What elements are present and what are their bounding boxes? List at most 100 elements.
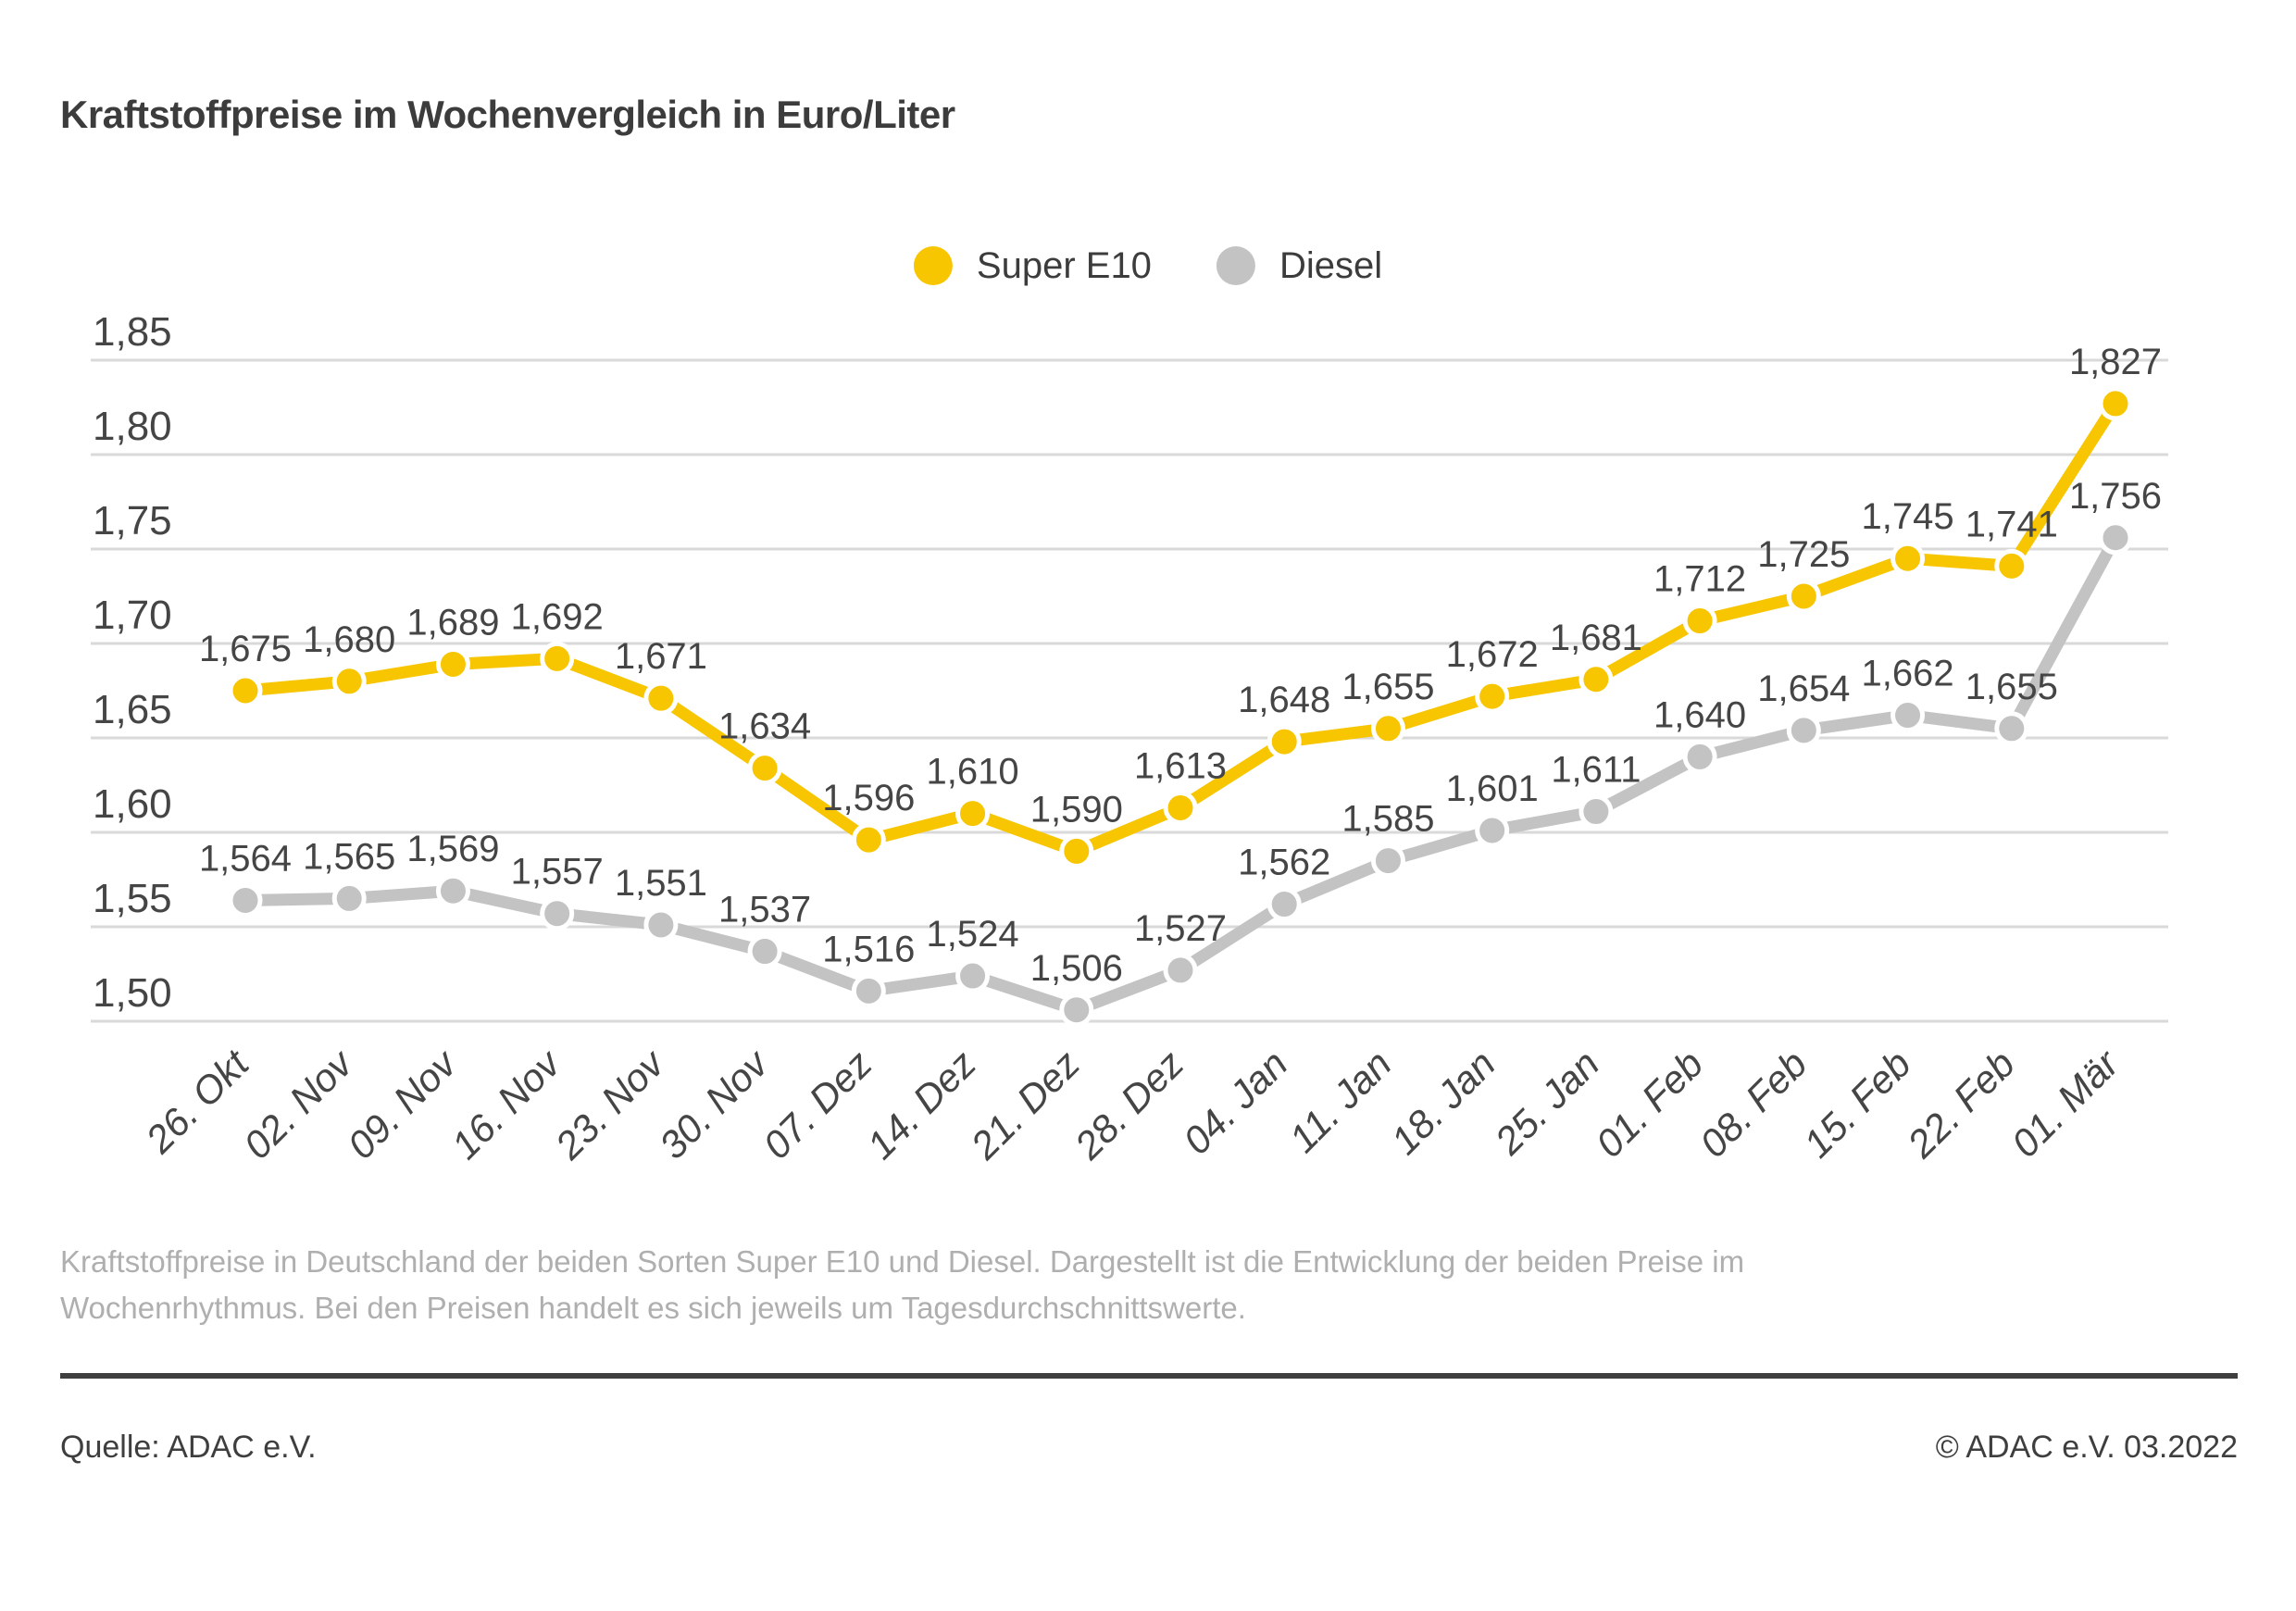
- value-label-super-e10: 1,655: [1341, 667, 1434, 707]
- value-label-diesel: 1,756: [2069, 476, 2162, 517]
- value-label-diesel: 1,506: [1030, 948, 1123, 989]
- data-point-super-e10: [955, 796, 991, 831]
- value-label-super-e10: 1,648: [1238, 680, 1330, 720]
- value-label-diesel: 1,524: [927, 914, 1019, 955]
- value-label-diesel: 1,569: [406, 829, 499, 869]
- legend-label-super-e10: Super E10: [976, 245, 1152, 286]
- data-point-super-e10: [1994, 548, 2029, 583]
- y-axis-tick-label: 1,85: [93, 309, 172, 355]
- y-axis-tick-label: 1,60: [93, 781, 172, 827]
- x-axis-tick-label: 21. Dez: [962, 1042, 1088, 1168]
- data-point-super-e10: [1578, 662, 1614, 697]
- data-point-diesel: [540, 896, 575, 931]
- value-label-diesel: 1,527: [1134, 908, 1227, 949]
- chart-legend: Super E10 Diesel: [913, 245, 1383, 286]
- copyright-note: © ADAC e.V. 03.2022: [1935, 1430, 2238, 1465]
- data-point-diesel: [747, 934, 782, 969]
- x-axis-tick-label: 02. Nov: [235, 1040, 363, 1168]
- data-point-super-e10: [1370, 711, 1405, 746]
- value-label-super-e10: 1,712: [1653, 559, 1746, 600]
- data-point-super-e10: [1267, 724, 1302, 759]
- x-axis-tick-label: 23. Nov: [546, 1040, 674, 1168]
- x-axis-tick-label: 01. Feb: [1588, 1042, 1712, 1166]
- data-point-diesel: [1370, 843, 1405, 879]
- value-label-diesel: 1,557: [511, 852, 604, 893]
- data-point-diesel: [1786, 713, 1821, 748]
- data-point-diesel: [643, 907, 679, 943]
- x-axis-tick-label: 28. Dez: [1066, 1042, 1192, 1168]
- data-point-super-e10: [1890, 541, 1926, 576]
- data-point-diesel: [1059, 993, 1094, 1028]
- y-axis-tick-label: 1,65: [93, 687, 172, 732]
- chart-title: Kraftstoffpreise im Wochenvergleich in E…: [60, 93, 955, 136]
- source-note: Quelle: ADAC e.V.: [60, 1430, 317, 1465]
- y-axis-tick-label: 1,50: [93, 970, 172, 1016]
- value-label-super-e10: 1,671: [615, 636, 707, 677]
- value-label-diesel: 1,537: [718, 890, 811, 930]
- value-label-super-e10: 1,692: [511, 596, 604, 637]
- data-point-super-e10: [643, 681, 679, 716]
- data-point-diesel: [1578, 794, 1614, 830]
- data-point-super-e10: [1682, 604, 1717, 639]
- data-point-diesel: [228, 882, 263, 918]
- data-point-diesel: [1682, 739, 1717, 774]
- y-axis-tick-label: 1,55: [93, 876, 172, 921]
- value-label-super-e10: 1,745: [1862, 496, 1954, 537]
- y-axis-tick-label: 1,70: [93, 593, 172, 638]
- value-label-super-e10: 1,675: [199, 629, 292, 669]
- data-point-diesel: [2098, 520, 2133, 556]
- value-label-super-e10: 1,681: [1550, 618, 1642, 658]
- value-label-super-e10: 1,596: [822, 778, 915, 818]
- data-point-diesel: [1475, 813, 1510, 848]
- data-point-diesel: [1163, 953, 1198, 988]
- x-axis-tick-label: 30. Nov: [651, 1040, 779, 1168]
- legend-swatch-diesel-icon: [1216, 246, 1255, 285]
- x-axis-tick-label: 15. Feb: [1795, 1042, 1919, 1166]
- data-point-super-e10: [1475, 679, 1510, 714]
- data-point-diesel: [1890, 698, 1926, 733]
- x-axis-tick-label: 07. Dez: [755, 1042, 880, 1168]
- value-label-super-e10: 1,680: [303, 619, 395, 660]
- data-point-super-e10: [1163, 790, 1198, 825]
- data-point-super-e10: [851, 822, 886, 857]
- y-axis-tick-label: 1,80: [93, 404, 172, 449]
- data-point-diesel: [955, 958, 991, 993]
- value-label-super-e10: 1,634: [718, 706, 811, 747]
- value-label-super-e10: 1,672: [1446, 634, 1539, 675]
- data-point-diesel: [1267, 887, 1302, 922]
- value-label-diesel: 1,564: [199, 838, 292, 879]
- value-label-diesel: 1,585: [1341, 799, 1434, 840]
- data-point-diesel: [331, 880, 367, 916]
- value-label-diesel: 1,640: [1653, 694, 1746, 735]
- value-label-super-e10: 1,590: [1030, 789, 1123, 830]
- data-point-super-e10: [228, 673, 263, 708]
- divider: [60, 1373, 2238, 1379]
- x-axis-tick-label: 16. Nov: [443, 1040, 570, 1168]
- y-axis-tick-label: 1,75: [93, 498, 172, 543]
- value-label-super-e10: 1,689: [406, 602, 499, 643]
- value-label-diesel: 1,601: [1446, 768, 1539, 809]
- x-axis-tick-label: 11. Jan: [1280, 1042, 1399, 1160]
- data-point-super-e10: [747, 751, 782, 786]
- legend-label-diesel: Diesel: [1279, 245, 1383, 286]
- data-point-super-e10: [1059, 833, 1094, 868]
- value-label-super-e10: 1,610: [927, 752, 1019, 793]
- data-point-super-e10: [331, 664, 367, 699]
- x-axis-tick-label: 09. Nov: [339, 1040, 467, 1168]
- chart-description: Kraftstoffpreise in Deutschland der beid…: [60, 1244, 1745, 1325]
- data-point-super-e10: [2098, 386, 2133, 421]
- value-label-diesel: 1,516: [822, 929, 915, 969]
- value-label-diesel: 1,611: [1551, 750, 1641, 791]
- x-axis-tick-label: 22. Feb: [1898, 1042, 2023, 1167]
- x-axis-tick-label: 26. Okt: [137, 1040, 258, 1161]
- x-axis-tick-label: 04. Jan: [1175, 1042, 1296, 1163]
- value-label-diesel: 1,662: [1862, 654, 1954, 694]
- x-axis-tick-label: 08. Feb: [1691, 1042, 1816, 1166]
- legend-swatch-super-e10-icon: [913, 246, 953, 285]
- value-label-diesel: 1,551: [615, 863, 707, 904]
- value-label-diesel: 1,654: [1757, 668, 1850, 709]
- value-label-diesel: 1,562: [1238, 843, 1330, 883]
- x-axis-tick-label: 14. Dez: [858, 1042, 984, 1168]
